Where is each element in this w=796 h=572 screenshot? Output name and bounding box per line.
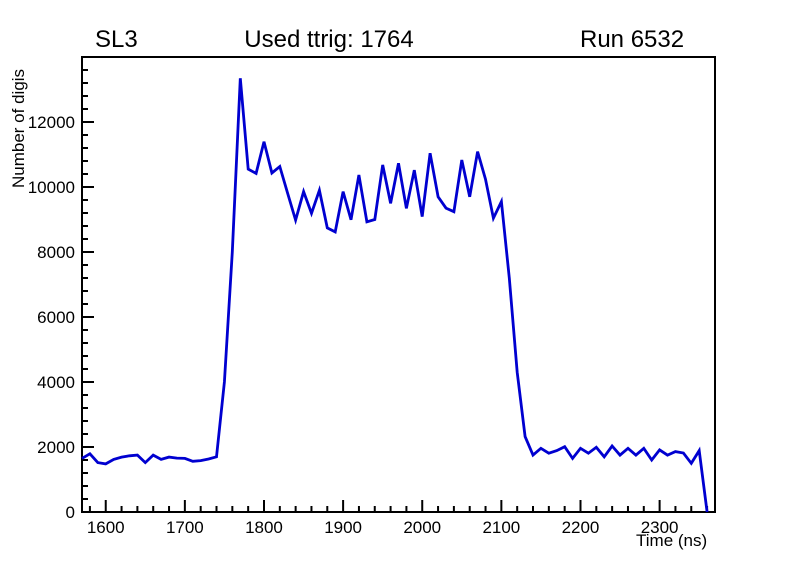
x-tick-label: 1700 (166, 518, 204, 537)
x-tick-label: 1600 (87, 518, 125, 537)
x-tick-label: 2200 (562, 518, 600, 537)
y-tick-label: 2000 (37, 438, 75, 457)
pad-title-left: SL3 (95, 26, 138, 53)
x-tick-label: 1800 (245, 518, 283, 537)
y-tick-label: 0 (66, 503, 75, 522)
y-tick-label: 6000 (37, 308, 75, 327)
x-tick-label: 2100 (482, 518, 520, 537)
x-axis-title: Time (ns) (636, 531, 708, 550)
y-tick-label: 4000 (37, 373, 75, 392)
y-tick-label: 12000 (28, 113, 75, 132)
pad-title-right: Run 6532 (580, 26, 685, 53)
chart-title: Used ttrig: 1764 (244, 26, 414, 53)
plot-frame (81, 56, 716, 513)
y-tick-label: 8000 (37, 243, 75, 262)
x-tick-label: 1900 (324, 518, 362, 537)
x-tick-label: 2000 (403, 518, 441, 537)
y-tick-label: 10000 (28, 178, 75, 197)
histogram-line (81, 78, 709, 513)
x-tick-label: 2300 (641, 518, 679, 537)
